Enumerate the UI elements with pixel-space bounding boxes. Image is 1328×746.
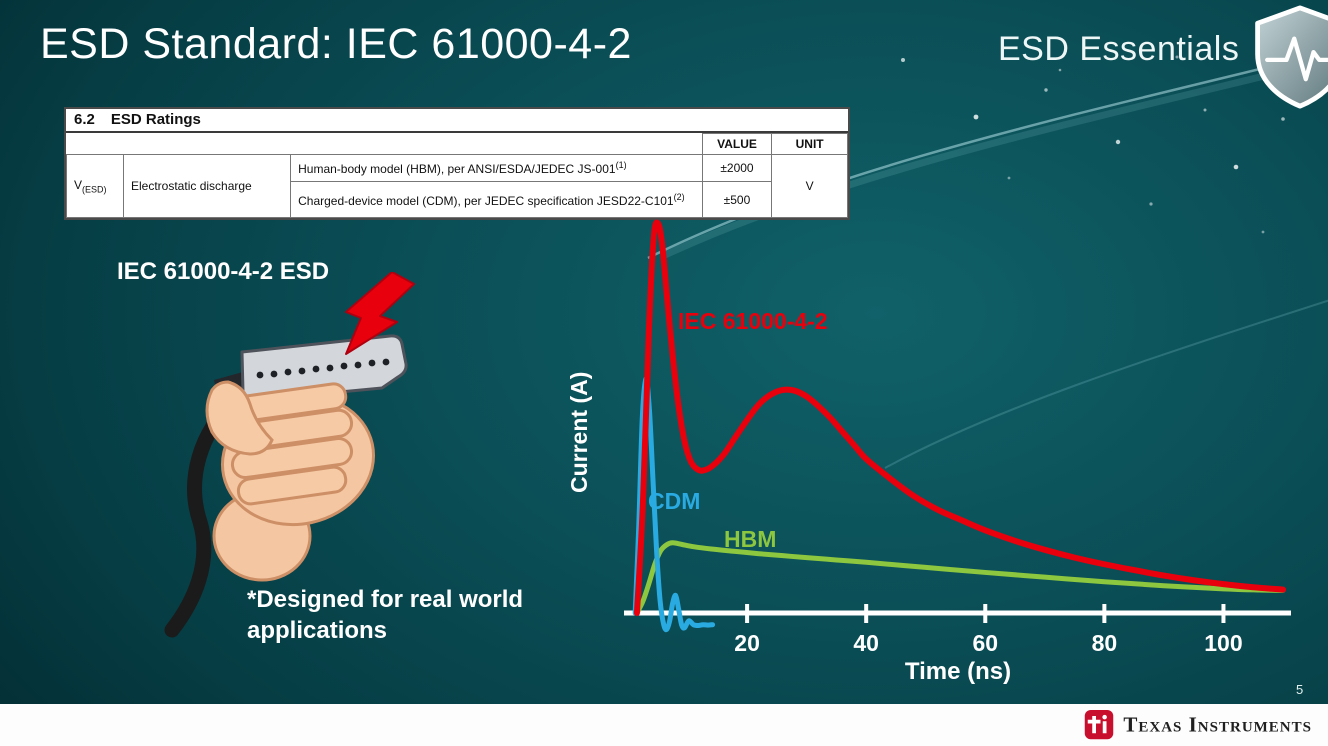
hbm-model-text: Human-body model (HBM), per ANSI/ESDA/JE… bbox=[298, 162, 616, 176]
svg-text:40: 40 bbox=[853, 630, 879, 656]
table-caption-title: ESD Ratings bbox=[110, 111, 201, 128]
iec-curve-label: IEC 61000-4-2 bbox=[678, 308, 828, 334]
esd-current-waveform-chart: 20 40 60 80 100 bbox=[624, 219, 1291, 656]
table-header-empty bbox=[66, 133, 703, 155]
cdm-curve-label: CDM bbox=[648, 488, 701, 514]
pulse-line-icon bbox=[1265, 36, 1328, 82]
thumb bbox=[205, 380, 274, 456]
page-title: ESD Standard: IEC 61000-4-2 bbox=[40, 20, 632, 68]
hbm-footnote-sup: (1) bbox=[615, 160, 627, 170]
hbm-curve-label: HBM bbox=[724, 526, 777, 552]
page-number: 5 bbox=[1296, 682, 1304, 697]
param-symbol-cell: V(ESD) bbox=[66, 154, 124, 218]
cdm-model-text: Charged-device model (CDM), per JEDEC sp… bbox=[298, 193, 674, 208]
chart-y-axis-label: Current (A) bbox=[566, 371, 592, 494]
footer-bar: Texas Instruments bbox=[0, 704, 1328, 746]
hbm-model-cell: Human-body model (HBM), per ANSI/ESDA/JE… bbox=[290, 154, 703, 182]
param-desc-cell: Electrostatic discharge bbox=[122, 154, 292, 218]
esd-shield-icon bbox=[1255, 5, 1328, 109]
cdm-footnote-sup: (2) bbox=[673, 191, 685, 202]
hdmi-pin-holes bbox=[256, 358, 390, 379]
esd-ratings-table: 6.2 ESD Ratings VALUE UNIT V(ESD) Electr… bbox=[64, 107, 850, 220]
param-symbol: V bbox=[74, 177, 83, 192]
cdm-value-cell: ±500 bbox=[701, 181, 773, 218]
ti-brand-text: Texas Instruments bbox=[1123, 712, 1312, 737]
param-symbol-sub: (ESD) bbox=[82, 184, 107, 195]
table-caption: 6.2 ESD Ratings bbox=[66, 109, 848, 133]
svg-text:60: 60 bbox=[972, 630, 998, 656]
table-row: Charged-device model (CDM), per JEDEC sp… bbox=[67, 181, 848, 218]
lightning-bolt-icon bbox=[345, 272, 415, 355]
chart-x-axis-label: Time (ns) bbox=[904, 658, 1012, 685]
svg-text:20: 20 bbox=[734, 630, 760, 656]
svg-text:80: 80 bbox=[1092, 630, 1118, 656]
hdmi-cable bbox=[164, 394, 242, 638]
cdm-model-cell: Charged-device model (CDM), per JEDEC sp… bbox=[290, 181, 703, 218]
hand-holding-hdmi-illustration bbox=[164, 272, 415, 638]
table-header-value: VALUE bbox=[701, 133, 773, 155]
table-caption-number: 6.2 bbox=[74, 111, 95, 128]
svg-text:100: 100 bbox=[1204, 630, 1242, 656]
ti-logo: Texas Instruments bbox=[1084, 709, 1312, 742]
unit-cell: V bbox=[771, 154, 848, 218]
series-brand-title: ESD Essentials bbox=[998, 30, 1240, 68]
table-header-row: VALUE UNIT bbox=[66, 133, 848, 155]
designed-for-real-world-note: *Designed for real world applications bbox=[247, 586, 524, 645]
illustration-label: IEC 61000-4-2 ESD bbox=[117, 258, 330, 285]
table-header-unit: UNIT bbox=[771, 133, 848, 155]
hbm-value-cell: ±2000 bbox=[701, 154, 773, 182]
table-row: V(ESD) Electrostatic discharge Human-bod… bbox=[66, 154, 848, 218]
ti-logo-icon bbox=[1085, 710, 1114, 740]
